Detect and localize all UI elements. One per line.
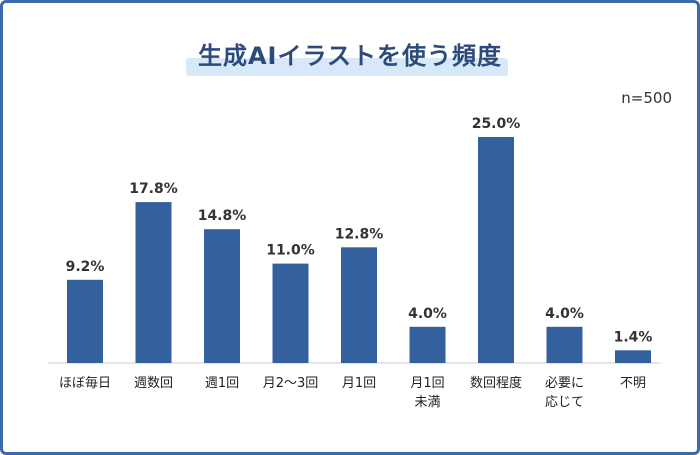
value-label-7: 4.0% — [545, 306, 584, 322]
category-label-6: 数回程度 — [470, 375, 522, 391]
value-label-3: 11.0% — [266, 243, 315, 259]
chart-title: 生成AIイラストを使う頻度 — [197, 42, 503, 70]
title-highlight — [186, 58, 508, 76]
category-label-4: 月1回 — [342, 376, 376, 391]
bar-4 — [341, 247, 377, 363]
bar-0 — [67, 279, 103, 363]
category-label-5-0: 月1回 — [410, 376, 444, 391]
value-label-8: 1.4% — [614, 329, 653, 345]
bar-8 — [615, 350, 651, 363]
category-label-8: 不明 — [620, 376, 646, 391]
sample-size-label: n=500 — [621, 89, 672, 107]
category-label-0: ほぼ毎日 — [59, 375, 111, 391]
value-label-4: 12.8% — [335, 226, 384, 242]
value-label-6: 25.0% — [472, 116, 521, 132]
bar-2 — [204, 229, 240, 363]
value-label-1: 17.8% — [129, 181, 178, 197]
category-label-2: 週1回 — [205, 376, 239, 391]
category-label-5-1: 未満 — [414, 395, 440, 410]
value-label-0: 9.2% — [66, 259, 105, 275]
bar-6 — [478, 137, 514, 363]
bar-3 — [272, 263, 309, 363]
bar-1 — [135, 202, 172, 363]
value-label-2: 14.8% — [198, 208, 247, 224]
category-label-3: 月2～3回 — [263, 376, 319, 391]
title-container: 生成AIイラストを使う頻度 — [0, 36, 700, 71]
bar-5 — [409, 326, 446, 363]
category-label-1: 週数回 — [134, 376, 173, 391]
category-label-7-0: 必要に — [545, 376, 584, 391]
value-label-5: 4.0% — [408, 306, 447, 322]
category-label-7-1: 応じて — [545, 395, 584, 410]
bar-7 — [546, 326, 583, 363]
